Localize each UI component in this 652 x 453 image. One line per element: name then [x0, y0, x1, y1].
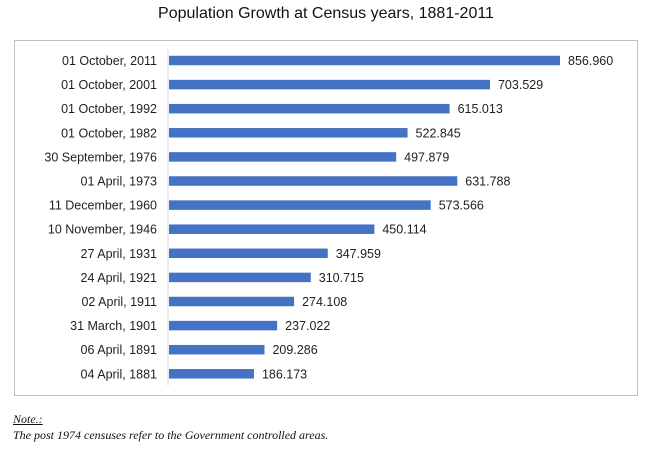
category-label: 27 April, 1931: [81, 247, 157, 261]
data-label: 856.960: [568, 54, 613, 68]
data-label: 573.566: [439, 199, 484, 213]
category-label: 01 October, 1982: [61, 126, 157, 140]
category-label: 10 November, 1946: [48, 223, 157, 237]
note-heading: Note.:: [13, 412, 43, 426]
category-label: 01 October, 2011: [62, 54, 157, 68]
category-label: 04 April, 1881: [81, 367, 157, 381]
bar: [169, 128, 408, 138]
category-label: 31 March, 1901: [70, 319, 157, 333]
bar: [169, 200, 431, 210]
bar: [169, 55, 560, 66]
bar: [169, 152, 397, 162]
data-label: 274.108: [302, 295, 347, 309]
bar: [169, 272, 311, 283]
bar-chart: 01 October, 2011 856.960 01 October, 2001 7…: [44, 49, 613, 386]
bar: [169, 224, 375, 234]
bar: [169, 248, 328, 259]
data-label: 615.013: [458, 102, 503, 116]
data-label: 703.529: [498, 78, 543, 92]
category-label: 01 April, 1973: [81, 175, 157, 189]
note-text: The post 1974 censuses refer to the Gove…: [13, 428, 329, 442]
category-label: 01 October, 1992: [61, 102, 157, 116]
bar: [169, 320, 278, 331]
bar: [169, 176, 458, 186]
data-label: 209.286: [272, 343, 317, 357]
data-label: 237.022: [285, 319, 330, 333]
chart-title: Population Growth at Census years, 1881-…: [158, 5, 494, 22]
data-label: 310.715: [319, 271, 364, 285]
category-label: 01 October, 2001: [61, 78, 157, 92]
category-label: 11 December, 1960: [49, 199, 157, 213]
data-label: 450.114: [382, 223, 426, 237]
data-label: 522.845: [416, 126, 461, 140]
bar: [169, 369, 254, 379]
bar: [169, 103, 450, 114]
data-label: 347.959: [336, 247, 381, 261]
note-block: Note.: The post 1974 censuses refer to t…: [13, 411, 328, 443]
category-label: 24 April, 1921: [81, 271, 157, 285]
chart-frame: [14, 40, 638, 396]
bar: [169, 344, 265, 355]
bar: [169, 79, 490, 90]
data-label: 497.879: [404, 150, 449, 164]
category-label: 30 September, 1976: [44, 150, 157, 164]
bar: [169, 296, 295, 307]
category-label: 06 April, 1891: [81, 343, 157, 357]
data-label: 186.173: [262, 367, 307, 381]
data-label: 631.788: [465, 175, 510, 189]
category-label: 02 April, 1911: [81, 295, 157, 309]
